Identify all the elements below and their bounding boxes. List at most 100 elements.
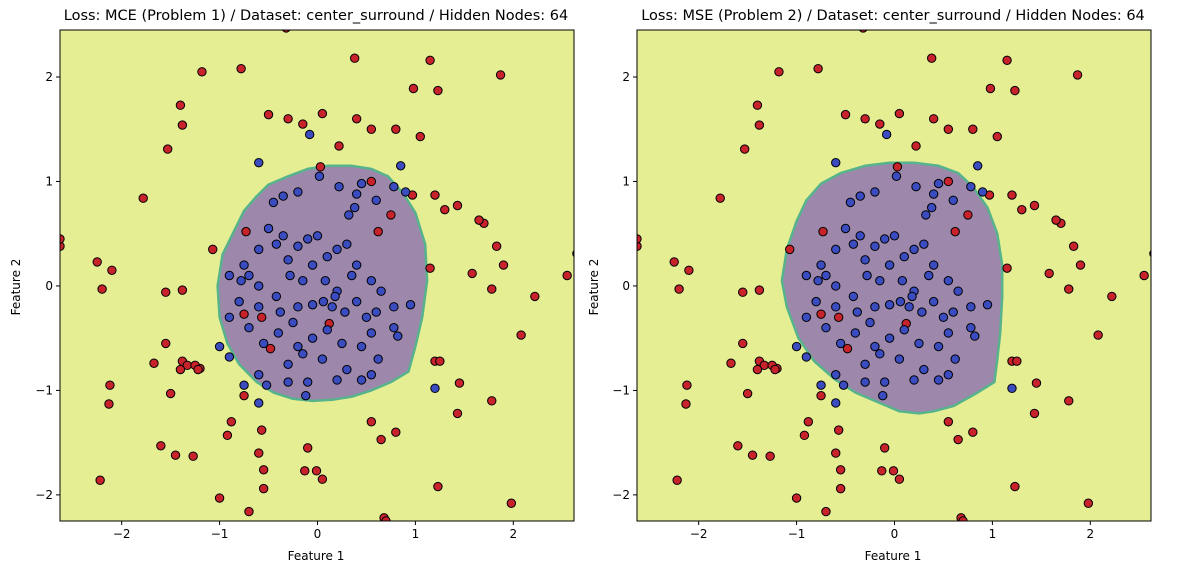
left-blue-point	[340, 307, 350, 317]
right-red-point	[1029, 200, 1040, 211]
right-blue-point	[870, 302, 880, 312]
left-blue-point	[332, 244, 342, 255]
left-y-tick-label: 1	[45, 174, 53, 188]
left-blue-point	[307, 300, 318, 310]
left-blue-point	[239, 260, 249, 270]
right-red-point	[860, 114, 870, 124]
right-blue-point	[835, 338, 846, 349]
right-red-point	[637, 241, 642, 251]
right-blue-point	[911, 182, 921, 192]
left-red-point	[491, 241, 502, 251]
left-red-point	[254, 448, 264, 458]
left-blue-point	[366, 328, 377, 338]
right-blue-point	[862, 270, 872, 281]
right-blue-point	[909, 244, 919, 255]
right-red-point	[726, 358, 736, 368]
left-blue-point	[293, 341, 303, 352]
right-red-point	[835, 483, 846, 494]
left-red-point	[562, 270, 572, 281]
right-red-point	[879, 443, 890, 453]
left-blue-point	[298, 276, 308, 286]
right-blue-point	[894, 354, 905, 364]
right-plot-area: −2 −1 0 1 2 −2 −1 0 1 2	[612, 29, 1152, 541]
right-red-point	[842, 343, 853, 354]
right-red-point	[1010, 85, 1020, 96]
right-blue-point	[884, 260, 895, 270]
left-blue-point	[301, 390, 311, 401]
left-red-point	[506, 498, 517, 508]
right-blue-point	[933, 341, 944, 352]
right-red-point	[1012, 356, 1022, 366]
left-blue-point	[271, 291, 282, 302]
right-red-point	[785, 244, 795, 255]
right-blue-point	[928, 296, 939, 307]
right-red-point	[754, 120, 765, 130]
left-blue-point	[351, 296, 362, 307]
right-y-tick-label: 0	[622, 279, 630, 293]
left-blue-point	[278, 191, 288, 201]
right-blue-point	[907, 291, 917, 302]
left-red-point	[92, 257, 102, 267]
left-blue-point	[224, 352, 235, 362]
right-red-point	[875, 119, 885, 129]
left-red-point	[175, 100, 186, 110]
left-red-point	[495, 70, 506, 80]
left-x-tick-label: 0	[314, 527, 322, 541]
right-red-point	[953, 434, 963, 445]
right-red-point	[968, 124, 978, 134]
right-blue-point	[801, 312, 812, 322]
left-blue-point	[317, 354, 328, 364]
left-blue-point	[373, 354, 383, 364]
left-blue-point	[263, 223, 274, 234]
right-red-point	[754, 285, 765, 295]
right-blue-point	[831, 244, 841, 255]
left-blue-point	[224, 312, 235, 322]
right-blue-point	[919, 239, 929, 249]
left-red-point	[467, 268, 477, 279]
left-red-point	[281, 30, 291, 33]
right-red-point	[943, 176, 954, 187]
right-red-point	[1064, 396, 1074, 406]
right-blue-point	[928, 189, 939, 199]
left-blue-point	[430, 383, 440, 394]
left-red-point	[498, 260, 509, 270]
right-red-point	[950, 226, 960, 237]
left-red-point	[60, 241, 65, 251]
right-red-point	[674, 284, 684, 294]
left-red-point	[165, 388, 176, 399]
right-red-point	[637, 234, 642, 244]
right-red-point	[888, 466, 899, 476]
right-blue-point	[855, 231, 865, 241]
right-red-point	[762, 520, 767, 521]
left-red-point	[391, 124, 401, 134]
right-y-axis-label: Feature 2	[587, 259, 601, 316]
left-red-point	[366, 124, 377, 134]
right-blue-point	[943, 276, 954, 286]
right-blue-point	[899, 251, 909, 262]
right-red-point	[774, 67, 784, 77]
right-panel: Loss: MSE (Problem 2) / Dataset: center_…	[587, 8, 1152, 563]
right-red-point	[943, 124, 954, 134]
right-blue-point	[926, 202, 937, 213]
left-red-point	[433, 481, 443, 492]
right-red-point	[1093, 330, 1103, 340]
right-x-tick-label: −2	[690, 527, 708, 541]
left-red-point	[433, 85, 443, 96]
left-red-point	[138, 193, 148, 203]
right-red-point	[681, 399, 691, 409]
left-blue-point	[344, 210, 354, 220]
left-red-point	[454, 378, 465, 388]
left-red-point	[244, 506, 254, 517]
right-red-point	[770, 364, 780, 375]
right-red-point	[835, 465, 846, 475]
left-blue-point	[393, 331, 403, 341]
left-y-tick-label: −1	[35, 383, 53, 397]
right-red-point	[752, 364, 763, 375]
left-panel: Loss: MCE (Problem 1) / Dataset: center_…	[9, 8, 575, 563]
left-red-point	[298, 119, 308, 129]
left-red-point	[239, 390, 249, 401]
left-red-point	[317, 108, 328, 119]
left-red-point	[373, 226, 383, 237]
left-blue-point	[314, 171, 325, 181]
right-blue-point	[831, 281, 841, 291]
